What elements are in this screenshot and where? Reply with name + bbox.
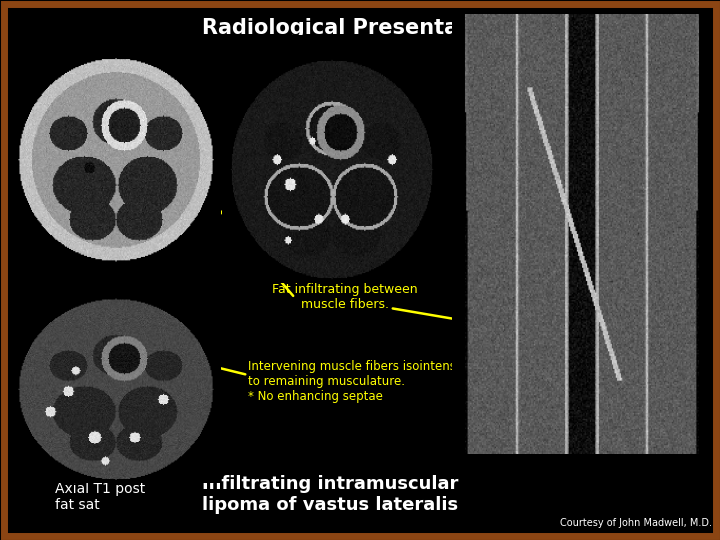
Text: Axial T2 fat sat: Axial T2 fat sat (281, 40, 385, 54)
Text: Axial T1: Axial T1 (55, 40, 111, 54)
Text: Infiltrating intramuscular
lipoma of vastus lateralis: Infiltrating intramuscular lipoma of vas… (202, 475, 458, 514)
Text: Fat infiltrating between
muscle fibers.: Fat infiltrating between muscle fibers. (272, 283, 418, 311)
Text: Radiological Presentations: Radiological Presentations (202, 18, 518, 38)
Text: Courtesy of John Madwell, M.D.: Courtesy of John Madwell, M.D. (560, 518, 712, 528)
Text: Axial T1 post
fat sat: Axial T1 post fat sat (55, 482, 145, 512)
Text: Intervening muscle fibers isointense
to remaining musculature.
* No enhancing se: Intervening muscle fibers isointense to … (248, 360, 463, 403)
Text: Coronal T1: Coronal T1 (552, 40, 628, 54)
